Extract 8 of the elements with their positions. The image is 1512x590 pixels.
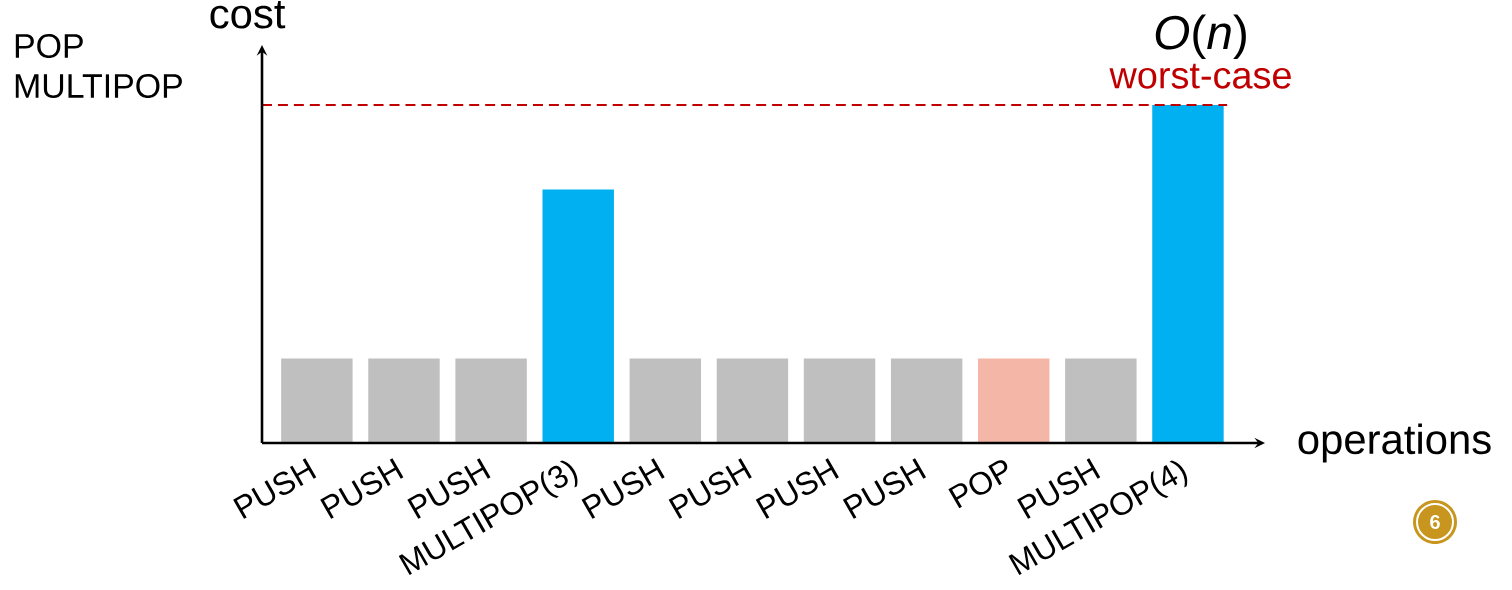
- text: POP: [15, 34, 83, 58]
- x-axis-title: operations: [1298, 423, 1491, 463]
- ref-line-label: worst-case: [1109, 63, 1291, 89]
- text: 6: [1430, 514, 1440, 530]
- text: MULTIPOP: [15, 74, 182, 98]
- y-axis-title: cost: [210, 1, 286, 29]
- x-tick-label: POP: [948, 460, 1008, 509]
- text: O(n): [1155, 14, 1246, 60]
